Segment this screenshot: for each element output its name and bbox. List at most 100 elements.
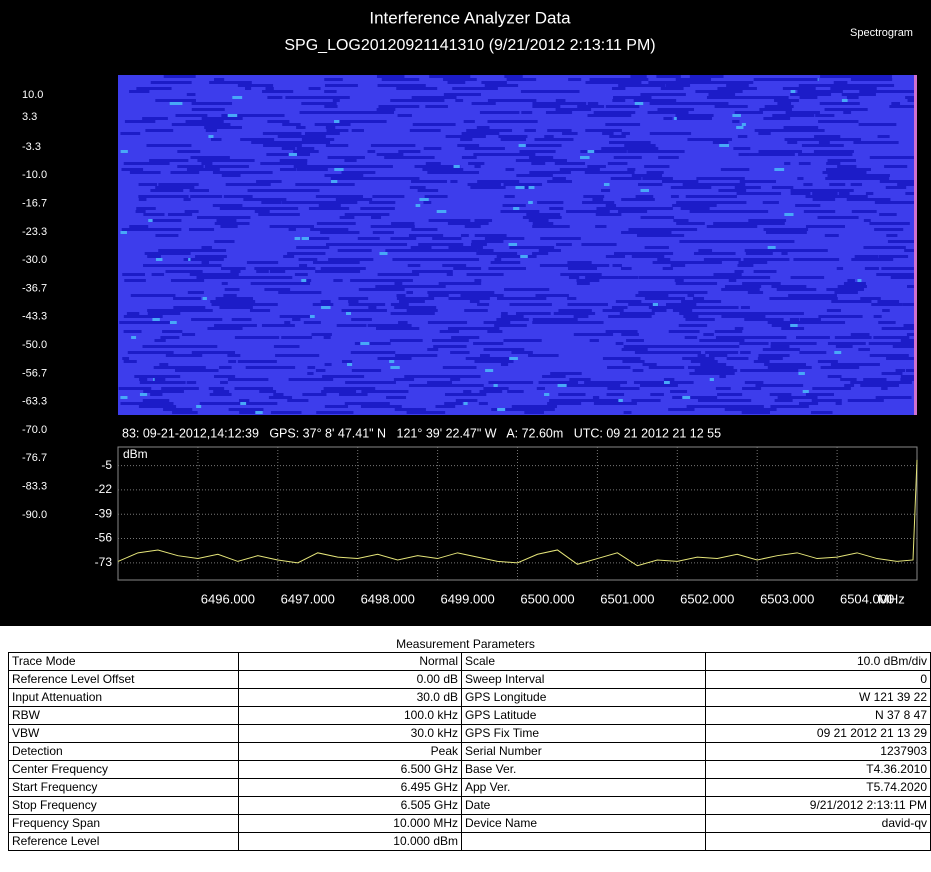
spectrogram-cell [222, 303, 235, 306]
spectrogram-cell [509, 357, 518, 360]
spectrogram-cell [886, 357, 914, 360]
spectrogram-cell [214, 78, 225, 81]
spectrogram-cell [555, 99, 566, 102]
spectrogram-cell [696, 102, 729, 105]
spectrogram-cell [699, 339, 730, 342]
spectrogram-cell [721, 288, 760, 291]
spectrogram-cell [155, 99, 196, 102]
spectrogram-cell [195, 255, 227, 258]
spectrogram-cell [138, 228, 182, 231]
spectrogram-cell [692, 297, 705, 300]
spectrogram-cell [636, 234, 672, 237]
spectrogram-cell [670, 264, 686, 267]
spectrogram-cell [427, 348, 439, 351]
spectrogram-cell [907, 285, 914, 288]
spectrogram-cell [698, 312, 739, 315]
spectrogram-cell [431, 291, 465, 294]
spectrogram-cell [196, 216, 206, 219]
spectrogram-cell [781, 327, 805, 330]
spectrogram-cell [266, 153, 304, 156]
spectrogram-cell [171, 345, 218, 348]
spectrogram-cell [621, 333, 639, 336]
parameter-value: 6.505 GHz [238, 796, 462, 815]
spectrogram-cell [138, 198, 147, 201]
spectrogram-cell [240, 300, 250, 303]
spectrogram-cell [581, 264, 610, 267]
spectrogram-cell [519, 150, 526, 153]
spectrogram-cell [515, 312, 551, 315]
spectrogram-cell [610, 177, 642, 180]
spectrogram-cell [518, 159, 530, 162]
spectrogram-cell [846, 96, 859, 99]
spectrogram-cell [182, 249, 227, 252]
table-row: RBW 100.0 kHz GPS Latitude N 37 8 47 [8, 706, 931, 725]
spectrogram-cell [409, 186, 426, 189]
spectrogram-cell [221, 174, 241, 177]
spectrogram-cell [782, 87, 811, 90]
spectrogram-cell [692, 360, 718, 363]
spectrogram-cell [668, 408, 695, 411]
spectrogram-cell [314, 96, 350, 99]
spectrogram-cell [524, 129, 536, 132]
spectrogram-cell [411, 180, 448, 183]
spectrogram-cell [345, 312, 352, 315]
spectrogram-cell [307, 183, 348, 186]
spectrogram-cell [651, 309, 667, 312]
spectrogram-cell [505, 168, 515, 171]
spectrogram-cell [436, 210, 447, 213]
spectrogram-cell [615, 207, 628, 210]
spectrogram-cell [672, 396, 718, 399]
spectrogram-cell [701, 201, 747, 204]
spectrogram-cell [621, 132, 630, 135]
spectrogram-cell [412, 96, 457, 99]
y-tick-label: -39 [95, 506, 113, 520]
spectrogram-cell [427, 291, 437, 294]
spectrogram-cell [873, 336, 910, 339]
spectrogram-cell [601, 147, 642, 150]
spectrogram-cell [521, 339, 542, 342]
spectrogram-cell [398, 321, 408, 324]
spectrogram-cell [325, 144, 349, 147]
y-tick-label: -73 [95, 555, 113, 569]
spectrogram-cell [879, 246, 906, 249]
spectrogram-cell [782, 78, 818, 81]
spectrogram-cell [682, 396, 691, 399]
spectrogram-cell [890, 276, 914, 279]
spectrogram-cell [602, 357, 641, 360]
spectrogram-cell [209, 81, 252, 84]
spectrogram-cell [381, 78, 420, 81]
spectrogram-cell [167, 213, 193, 216]
parameter-name: Frequency Span [8, 814, 239, 833]
spectrogram-cell [577, 105, 605, 108]
spectrogram-cell [528, 186, 535, 189]
spectrogram-cell [209, 393, 232, 396]
spectrogram-cell [442, 264, 467, 267]
spectrogram-cell [339, 393, 368, 396]
spectrogram-cell [611, 306, 628, 309]
spectrogram-cell [759, 408, 777, 411]
spectrogram-cell [488, 381, 534, 384]
spectrogram-cell [612, 99, 626, 102]
spectrogram-cell [547, 402, 582, 405]
spectrogram-cell [547, 129, 572, 132]
spectrogram-cell [365, 243, 408, 246]
spectrogram-cell [800, 297, 838, 300]
spectrogram-cell [757, 357, 783, 360]
parameter-name: Reference Level Offset [8, 670, 239, 689]
spectrogram-cell [688, 366, 734, 369]
spectrogram-cell [767, 246, 776, 249]
scale-label: -63.3 [22, 396, 47, 408]
spectrogram-cell [568, 276, 580, 279]
spectrogram-cell [675, 282, 718, 285]
spectrogram-cell [584, 171, 593, 174]
spectrogram-cell [553, 312, 596, 315]
spectrogram-cell [893, 342, 914, 345]
spectrogram-cell [223, 294, 237, 297]
spectrogram-cell [537, 201, 564, 204]
spectrogram-cell [350, 279, 396, 282]
spectrogram-cell [376, 120, 387, 123]
spectrogram-cell [296, 126, 306, 129]
spectrogram-cell [592, 198, 604, 201]
spectrogram-cell [858, 123, 896, 126]
parameter-name: App Ver. [461, 778, 706, 797]
